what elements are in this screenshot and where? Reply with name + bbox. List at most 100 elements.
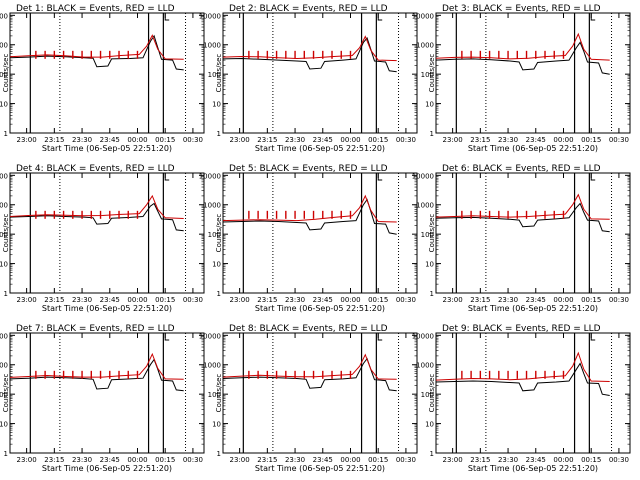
series-lld-line: [9, 352, 184, 380]
x-tick-label: 00:30: [396, 456, 416, 464]
plot-title: Det 1: BLACK = Events, RED = LLD: [16, 4, 175, 14]
y-tick-label: 1000: [203, 202, 221, 210]
panel-det-6: Det 6: BLACK = Events, RED = LLD Counts/s…: [412, 164, 631, 313]
x-tick-label: 00:15: [581, 136, 601, 144]
y-tick-label: 10000: [0, 12, 8, 20]
series-events-line: [222, 36, 397, 73]
x-tick-label: 23:30: [72, 136, 92, 144]
x-tick-label: 23:15: [470, 456, 490, 464]
x-tick-label: 23:30: [498, 296, 518, 304]
x-tick-label: 23:00: [17, 456, 37, 464]
y-tick-label: 1: [430, 450, 434, 458]
x-tick-label: 23:00: [443, 296, 463, 304]
top-step-marker: [164, 173, 170, 181]
y-tick-label: 10000: [199, 332, 221, 340]
plot-frame: [222, 332, 418, 454]
y-tick-label: 100: [0, 231, 8, 239]
series-events-line: [435, 362, 610, 396]
series-events-line: [9, 358, 184, 392]
y-tick-label: 1: [4, 450, 8, 458]
y-tick-label: 100: [421, 71, 434, 79]
series-lld-line: [435, 193, 610, 220]
panel-det-1: Det 1: BLACK = Events, RED = LLD Counts/s…: [0, 4, 205, 153]
plot-frame: [435, 12, 631, 134]
x-tick-label: 00:30: [609, 136, 629, 144]
plot-title: Det 6: BLACK = Events, RED = LLD: [442, 164, 601, 174]
y-tick-label: 1: [217, 290, 221, 298]
plot-frame: [9, 12, 205, 134]
y-tick-label: 1000: [203, 362, 221, 370]
x-tick-label: 00:30: [609, 296, 629, 304]
y-axis-label: Counts/sec: [215, 214, 223, 253]
plot-frame: [435, 172, 631, 294]
x-tick-label: 23:00: [17, 296, 37, 304]
x-tick-label: 23:15: [44, 456, 64, 464]
y-tick-label: 1000: [0, 42, 8, 50]
plot-title: Det 5: BLACK = Events, RED = LLD: [229, 164, 388, 174]
y-tick-label: 10: [212, 101, 221, 109]
x-axis-label: Start Time (06-Sep-05 22:51:20): [42, 144, 172, 153]
y-axis-label: Counts/sec: [215, 54, 223, 93]
x-tick-label: 00:30: [396, 296, 416, 304]
x-tick-label: 23:30: [498, 456, 518, 464]
panel-det-4: Det 4: BLACK = Events, RED = LLD Counts/s…: [0, 164, 205, 313]
x-axis-label: Start Time (06-Sep-05 22:51:20): [42, 304, 172, 313]
y-axis-label: Counts/sec: [428, 374, 436, 413]
x-tick-label: 23:15: [470, 136, 490, 144]
x-tick-label: 23:15: [44, 296, 64, 304]
y-axis-label: Counts/sec: [2, 374, 10, 413]
series-lld-line: [222, 35, 397, 62]
y-axis-label: Counts/sec: [215, 374, 223, 413]
x-tick-label: 23:45: [100, 456, 120, 464]
top-step-marker: [590, 333, 596, 341]
y-tick-label: 1: [4, 290, 8, 298]
x-tick-label: 23:15: [44, 136, 64, 144]
y-tick-label: 1: [430, 290, 434, 298]
x-tick-label: 23:45: [526, 136, 546, 144]
y-tick-label: 100: [0, 71, 8, 79]
plot-title: Det 2: BLACK = Events, RED = LLD: [229, 4, 388, 14]
y-tick-label: 10000: [412, 332, 434, 340]
x-tick-label: 23:15: [257, 296, 277, 304]
y-tick-label: 10: [212, 261, 221, 269]
y-axis-label: Counts/sec: [428, 214, 436, 253]
x-tick-label: 23:15: [470, 296, 490, 304]
x-tick-label: 00:00: [340, 456, 360, 464]
x-axis-label: Start Time (06-Sep-05 22:51:20): [255, 144, 385, 153]
x-tick-label: 23:45: [313, 296, 333, 304]
top-step-marker: [377, 333, 383, 341]
x-tick-label: 23:45: [100, 296, 120, 304]
panel-det-8: Det 8: BLACK = Events, RED = LLD Counts/s…: [199, 324, 418, 473]
top-step-marker: [590, 173, 596, 181]
top-step-marker: [164, 333, 170, 341]
y-tick-label: 1: [217, 450, 221, 458]
x-tick-label: 00:30: [183, 456, 203, 464]
y-tick-label: 100: [0, 391, 8, 399]
x-tick-label: 23:00: [230, 136, 250, 144]
plot-title: Det 9: BLACK = Events, RED = LLD: [442, 324, 601, 334]
series-lld-line: [9, 194, 184, 219]
x-tick-label: 23:00: [230, 456, 250, 464]
series-events-line: [222, 357, 397, 392]
y-tick-label: 10: [0, 261, 8, 269]
x-tick-label: 23:45: [526, 456, 546, 464]
x-tick-label: 23:30: [72, 296, 92, 304]
x-tick-label: 00:15: [155, 456, 175, 464]
y-tick-label: 100: [421, 391, 434, 399]
y-tick-label: 10000: [199, 12, 221, 20]
x-tick-label: 23:45: [526, 296, 546, 304]
x-tick-label: 23:45: [313, 456, 333, 464]
y-tick-label: 100: [421, 231, 434, 239]
series-lld-line: [222, 194, 397, 223]
x-tick-label: 00:15: [581, 296, 601, 304]
y-tick-label: 10: [425, 101, 434, 109]
x-tick-label: 00:15: [581, 456, 601, 464]
y-axis-label: Counts/sec: [2, 214, 10, 253]
plot-frame: [222, 172, 418, 294]
x-tick-label: 00:30: [396, 136, 416, 144]
x-tick-label: 00:00: [553, 136, 573, 144]
plot-title: Det 7: BLACK = Events, RED = LLD: [16, 324, 175, 334]
series-lld-line: [435, 32, 610, 61]
x-tick-label: 00:15: [368, 296, 388, 304]
